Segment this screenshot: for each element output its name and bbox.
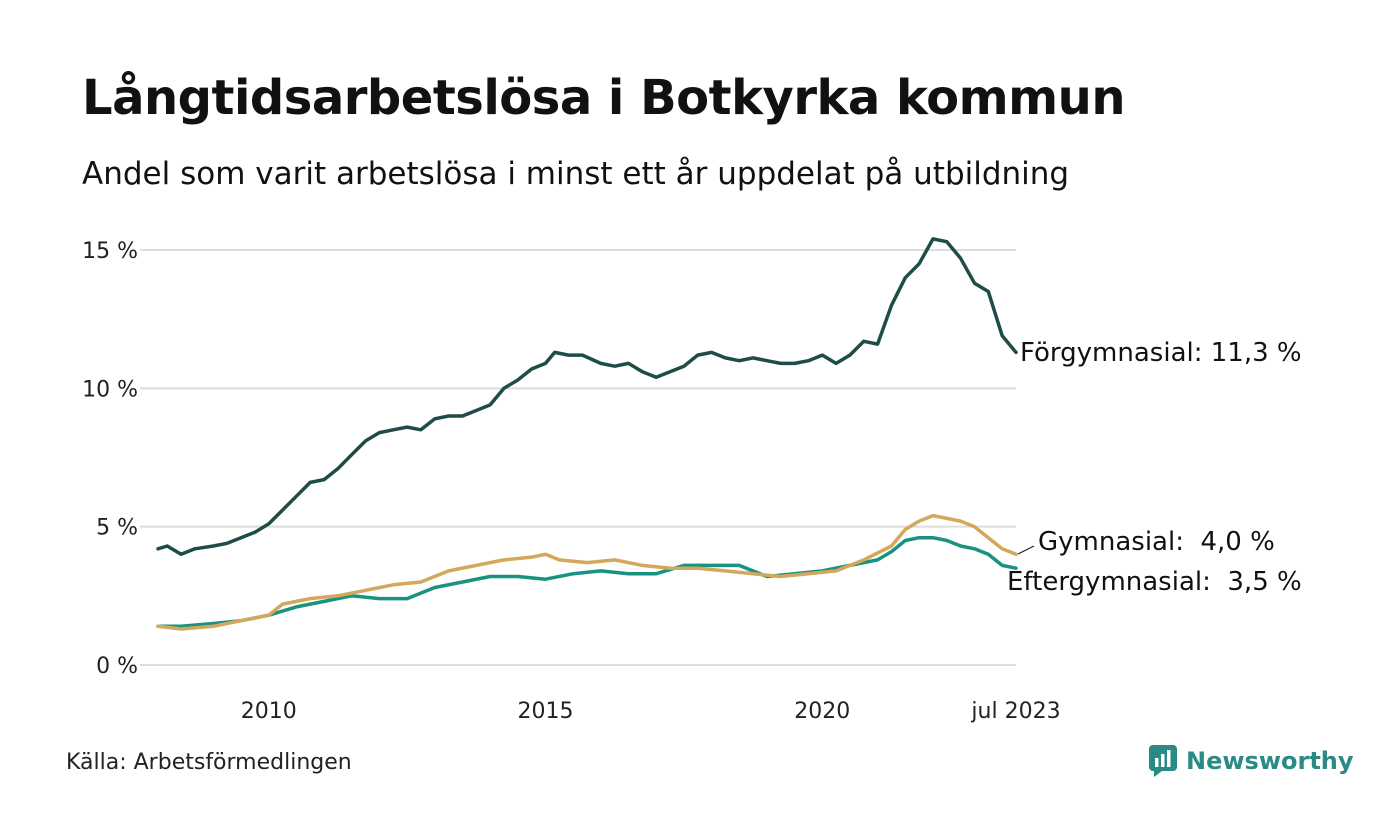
- label-layer: 0 % 5 % 10 % 15 % 2010 2015 2020 jul 2023 Förgym…: [82, 239, 1302, 724]
- chart-subtitle: Andel som varit arbetslösa i minst ett å…: [82, 156, 1070, 192]
- x-tick-label: 2010: [241, 699, 297, 724]
- brand-logo[interactable]: Newsworthy: [1148, 744, 1354, 778]
- series-end-label: Gymnasial: 4,0 %: [1038, 527, 1275, 557]
- x-tick-label: jul 2023: [970, 699, 1060, 724]
- series-line-förgymnasial: [156, 237, 1018, 557]
- grid-layer: [140, 249, 1016, 666]
- newsworthy-logo-icon: [1149, 745, 1177, 777]
- brand-name: Newsworthy: [1186, 747, 1354, 775]
- y-tick-label: 15 %: [82, 239, 138, 264]
- y-tick-label: 0 %: [96, 654, 138, 679]
- series-end-label: Eftergymnasial: 3,5 %: [1007, 567, 1302, 597]
- source-note: Källa: Arbetsförmedlingen: [66, 750, 352, 775]
- y-tick-label: 10 %: [82, 377, 138, 402]
- chart-title: Långtidsarbetslösa i Botkyrka kommun: [82, 70, 1126, 126]
- y-tick-label: 5 %: [96, 516, 138, 541]
- series-line-eftergymnasial: [156, 535, 1018, 629]
- x-tick-label: 2015: [517, 699, 573, 724]
- x-tick-label: 2020: [794, 699, 850, 724]
- series-layer: [156, 237, 1018, 631]
- series-end-label: Förgymnasial: 11,3 %: [1020, 338, 1302, 368]
- series-line-gymnasial: [156, 513, 1018, 631]
- series-label-leader: [1017, 545, 1035, 555]
